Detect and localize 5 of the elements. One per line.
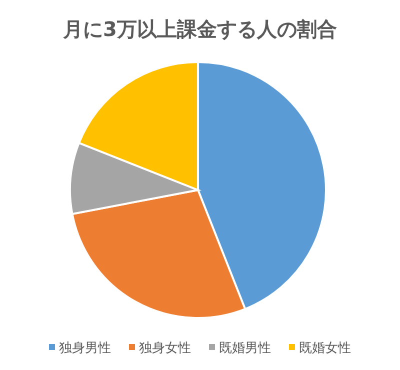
chart-title: 月に3万以上課金する人の割合 xyxy=(62,17,337,41)
legend-label: 独身男性 xyxy=(59,341,111,356)
legend-label: 既婚女性 xyxy=(299,341,351,356)
legend-label: 既婚男性 xyxy=(219,341,271,356)
legend-label: 独身女性 xyxy=(139,341,191,356)
